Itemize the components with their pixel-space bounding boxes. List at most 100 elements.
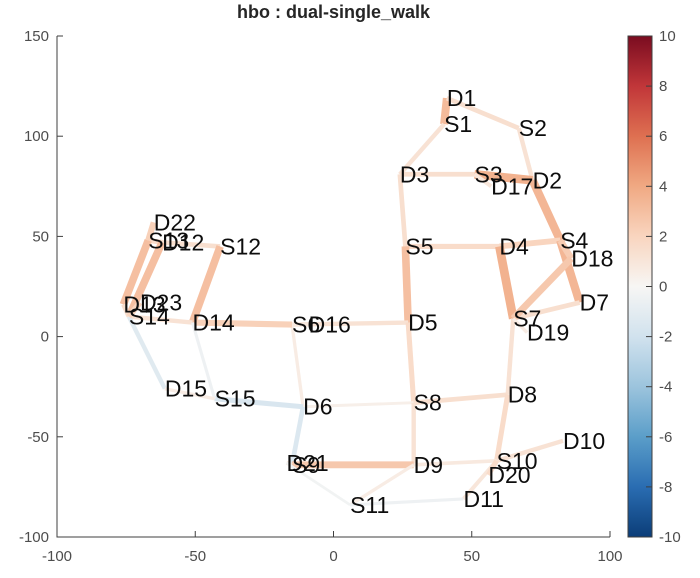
detector-label-d2: D2 bbox=[533, 167, 562, 193]
colorbar-tick-label: -4 bbox=[659, 379, 672, 396]
detector-label-d8: D8 bbox=[508, 382, 537, 408]
detector-label-d23: D23 bbox=[140, 290, 182, 316]
detector-label-d19: D19 bbox=[527, 320, 569, 346]
y-axis-tick-label: -100 bbox=[19, 529, 49, 546]
channel-segment bbox=[188, 245, 224, 324]
detector-label-d16: D16 bbox=[309, 312, 351, 338]
channel-segment bbox=[125, 240, 166, 319]
x-axis-tick-label: 100 bbox=[597, 548, 622, 565]
source-label-s13: S13 bbox=[148, 227, 189, 253]
channel-segment bbox=[495, 438, 564, 463]
source-label-s4: S4 bbox=[560, 227, 588, 253]
detector-label-d13: D13 bbox=[123, 292, 165, 318]
source-label-s3: S3 bbox=[475, 161, 503, 187]
channel-segment bbox=[495, 245, 518, 320]
detector-label-d7: D7 bbox=[580, 290, 609, 316]
detector-label-d1: D1 bbox=[447, 85, 476, 111]
x-axis-tick-label: -50 bbox=[184, 548, 206, 565]
channel-segment bbox=[512, 317, 529, 334]
channel-segment bbox=[128, 314, 193, 325]
channel-segment bbox=[214, 396, 304, 410]
source-label-s10: S10 bbox=[497, 448, 538, 474]
channel-segment bbox=[516, 127, 535, 181]
source-label-s5: S5 bbox=[405, 233, 433, 259]
channel-segment bbox=[119, 239, 152, 306]
colorbar-tick-label: 2 bbox=[659, 228, 667, 245]
channel-segment bbox=[505, 318, 516, 395]
x-axis-tick-label: 0 bbox=[329, 548, 337, 565]
source-label-s11: S11 bbox=[350, 492, 389, 518]
colorbar-tick-label: -6 bbox=[659, 429, 672, 446]
channel-segment bbox=[145, 221, 157, 242]
channel-segment bbox=[473, 172, 493, 188]
colorbar-tick-label: -2 bbox=[659, 329, 672, 346]
channel-segment bbox=[474, 169, 534, 185]
channel-segment bbox=[289, 406, 306, 466]
colorbar-tick-label: 10 bbox=[659, 28, 676, 45]
channel-segment bbox=[290, 324, 305, 407]
channel-segment bbox=[398, 122, 446, 176]
channel-segment bbox=[445, 95, 520, 131]
channel-segment bbox=[557, 238, 575, 261]
y-axis-tick-label: 100 bbox=[24, 128, 49, 145]
channel-segment bbox=[413, 392, 508, 406]
colorbar-tick-label: 0 bbox=[659, 279, 667, 296]
channel-segment bbox=[164, 387, 215, 401]
detector-label-d18: D18 bbox=[571, 245, 613, 271]
source-label-s7: S7 bbox=[513, 306, 541, 332]
colorbar-tick-label: 4 bbox=[659, 178, 667, 195]
detector-label-d22: D22 bbox=[154, 209, 196, 235]
y-axis-tick-label: 150 bbox=[24, 28, 49, 45]
channel-segment bbox=[285, 461, 351, 507]
x-axis-tick-label: 50 bbox=[463, 548, 480, 565]
y-axis-tick-label: 50 bbox=[32, 228, 49, 245]
channel-segment bbox=[405, 322, 417, 403]
channel-segment bbox=[350, 497, 464, 507]
channel-segment bbox=[401, 246, 412, 323]
detector-label-d14: D14 bbox=[192, 310, 234, 336]
source-label-s8: S8 bbox=[414, 390, 442, 416]
detector-label-d12: D12 bbox=[162, 229, 204, 255]
channel-segment bbox=[190, 322, 217, 400]
channel-segment bbox=[291, 320, 409, 327]
channel-segment bbox=[528, 178, 565, 243]
detector-label-d4: D4 bbox=[499, 233, 529, 259]
detector-label-d5: D5 bbox=[408, 310, 437, 336]
channel-segment bbox=[510, 256, 574, 321]
channel-segment bbox=[126, 300, 143, 319]
chart-title: hbo : dual-single_walk bbox=[236, 2, 431, 22]
source-label-s1: S1 bbox=[444, 111, 472, 137]
source-label-s9: S9 bbox=[292, 452, 320, 478]
channel-segment bbox=[486, 459, 499, 477]
detector-label-d20: D20 bbox=[488, 462, 530, 488]
y-axis-tick-label: 0 bbox=[41, 329, 49, 346]
channel-segment bbox=[494, 394, 511, 462]
channel-segment bbox=[440, 97, 451, 125]
detector-label-d11: D11 bbox=[463, 486, 504, 512]
source-label-s6: S6 bbox=[292, 312, 320, 338]
source-label-s12: S12 bbox=[220, 233, 261, 259]
channel-segment bbox=[512, 300, 581, 321]
colorbar-tick-label: 8 bbox=[659, 78, 667, 95]
channel-segment bbox=[397, 174, 408, 247]
channel-segment bbox=[349, 463, 415, 507]
channel-segment bbox=[303, 401, 414, 409]
x-axis-tick-label: -100 bbox=[42, 548, 72, 565]
colorbar-tick-label: -8 bbox=[659, 479, 672, 496]
detector-label-d9: D9 bbox=[414, 452, 443, 478]
channel-segment bbox=[413, 459, 497, 467]
source-label-s14: S14 bbox=[129, 304, 170, 330]
colorbar-tick-label: 6 bbox=[659, 128, 667, 145]
detector-label-d6: D6 bbox=[303, 394, 332, 420]
y-axis-tick-label: -50 bbox=[27, 429, 49, 446]
detector-label-d3: D3 bbox=[400, 161, 429, 187]
channel-segment bbox=[126, 315, 167, 390]
detector-label-d17: D17 bbox=[491, 173, 533, 199]
detector-label-d21: D21 bbox=[286, 450, 328, 476]
channel-segment bbox=[161, 240, 221, 249]
source-label-s15: S15 bbox=[215, 386, 256, 412]
channel-segment bbox=[499, 237, 561, 250]
source-label-s2: S2 bbox=[519, 115, 547, 141]
